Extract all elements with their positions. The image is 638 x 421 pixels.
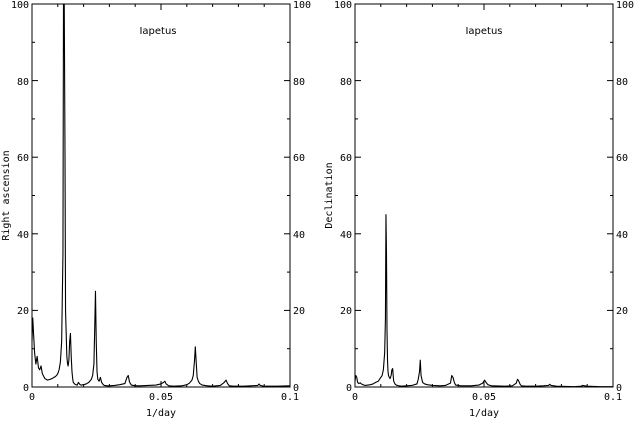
y-tick-label-left: 40 <box>340 230 352 241</box>
y-tick-label-left: 80 <box>340 77 352 88</box>
plot-frame <box>31 3 291 388</box>
plot-frame <box>354 3 614 388</box>
tick-marks <box>354 3 614 388</box>
x-tick-label: 0.05 <box>472 392 496 403</box>
y-tick-label-left: 60 <box>340 153 352 164</box>
chart-title: Iapetus <box>139 26 176 37</box>
y-tick-label-right: 100 <box>293 0 311 11</box>
y-tick-label-right: 40 <box>293 230 305 241</box>
right-ascension-panel: Iapetus Right ascension 1/day 100 80 60 … <box>1 0 311 419</box>
x-tick-label: 0 <box>29 392 35 403</box>
y-tick-label-left: 100 <box>11 0 29 11</box>
y-axis-label: Right ascension <box>1 150 12 240</box>
y-tick-label-left: 0 <box>346 383 352 394</box>
x-tick-label: 0.1 <box>281 392 299 403</box>
y-tick-label-right: 40 <box>616 230 628 241</box>
y-tick-label-right: 100 <box>616 0 634 11</box>
power-spectrum-line <box>354 214 613 388</box>
y-tick-label-left: 20 <box>17 306 29 317</box>
y-tick-label-right: 0 <box>293 383 299 394</box>
y-tick-label-left: 80 <box>17 77 29 88</box>
y-tick-label-right: 0 <box>616 383 622 394</box>
y-tick-label-right: 60 <box>293 153 305 164</box>
y-tick-label-left: 60 <box>17 153 29 164</box>
x-tick-label: 0 <box>352 392 358 403</box>
x-axis-label: 1/day <box>146 408 176 419</box>
y-tick-label-left: 20 <box>340 306 352 317</box>
x-tick-label: 0.05 <box>149 392 173 403</box>
x-tick-label: 0.1 <box>604 392 622 403</box>
y-tick-label-right: 20 <box>293 306 305 317</box>
y-tick-label-left: 0 <box>23 383 29 394</box>
power-spectrum-line <box>31 3 291 387</box>
y-tick-label-left: 40 <box>17 230 29 241</box>
chart-title: Iapetus <box>465 26 502 37</box>
y-tick-label-right: 80 <box>293 77 305 88</box>
x-axis-label: 1/day <box>469 408 499 419</box>
y-tick-label-left: 100 <box>334 0 352 11</box>
declination-panel: Iapetus Declination 1/day 100 80 60 40 2… <box>324 0 634 419</box>
y-tick-label-right: 20 <box>616 306 628 317</box>
y-axis-label: Declination <box>324 162 335 228</box>
y-tick-label-right: 60 <box>616 153 628 164</box>
tick-marks <box>31 3 291 388</box>
y-tick-label-right: 80 <box>616 77 628 88</box>
